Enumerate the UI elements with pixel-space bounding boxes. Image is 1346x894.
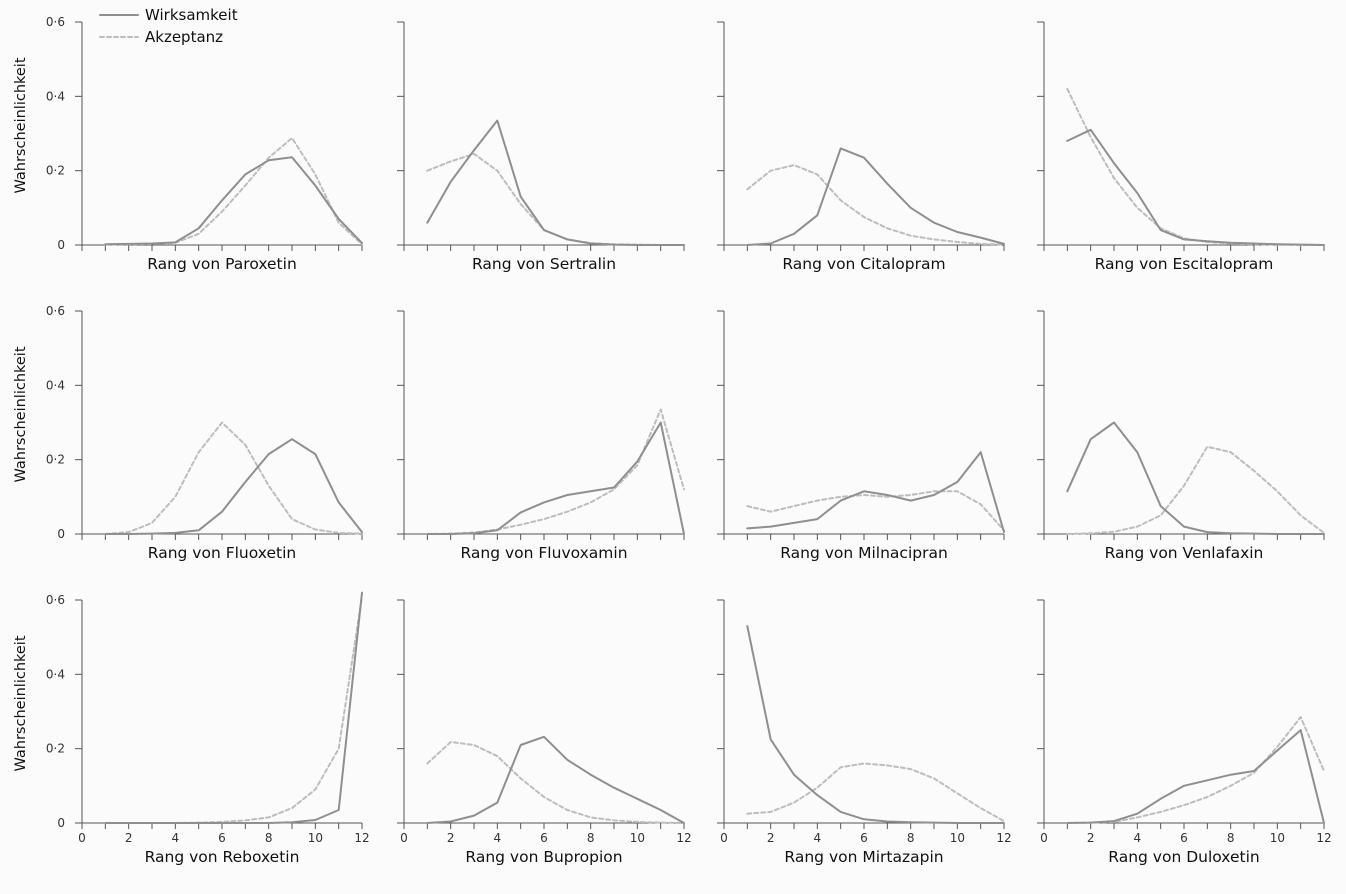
panel-7: Rang von Milnacipran [717, 310, 1005, 562]
x-tick-label: 10 [308, 831, 323, 845]
panel-3: Rang von Citalopram [717, 21, 1005, 273]
series-line-wirksamkeit [746, 147, 1005, 246]
x-tick-label: 6 [540, 831, 548, 845]
x-axis-label: Rang von Paroxetin [147, 255, 297, 273]
panel-5: 0 0·2 0·4 0·6 Rang von Fluoxetin Wahrscheinli… [13, 304, 363, 562]
x-tick-label: 2 [1087, 831, 1095, 845]
x-tick-label: 2 [125, 831, 133, 845]
x-tick-label: 12 [354, 831, 369, 845]
series-line-wirksamkeit [746, 451, 1005, 534]
y-tick-label: 0 [57, 238, 65, 252]
y-tick-label: 0·6 [46, 593, 65, 607]
series-line-wirksamkeit [1066, 421, 1325, 535]
x-axis-label: Rang von Milnacipran [780, 544, 948, 562]
y-axis-label: Wahrscheinlichkeit [13, 635, 29, 771]
series-line-wirksamkeit [746, 625, 1005, 824]
series-line-wirksamkeit [426, 735, 685, 824]
x-tick-label: 0 [1040, 831, 1048, 845]
legend-label-akzeptanz: Akzeptanz [145, 28, 223, 46]
x-axis-label: Rang von Venlafaxin [1105, 544, 1264, 562]
y-tick-label: 0·6 [46, 304, 65, 318]
x-tick-label: 0 [78, 831, 86, 845]
panel-2: Rang von Sertralin [397, 21, 685, 273]
x-tick-label: 10 [630, 831, 645, 845]
x-tick-label: 2 [447, 831, 455, 845]
x-axis-label: Rang von Mirtazapin [784, 848, 943, 866]
series-line-wirksamkeit [426, 119, 685, 246]
panel-8: Rang von Venlafaxin [1037, 310, 1325, 562]
panel-1: 0 0·2 0·4 0·6 Rang von Paroxetin Wahrscheinli… [13, 15, 363, 273]
series-line-akzeptanz [1066, 445, 1325, 535]
series-line-akzeptanz [426, 408, 685, 535]
legend-label-wirksamkeit: Wirksamkeit [145, 6, 238, 24]
series-line-akzeptanz [426, 741, 685, 824]
x-tick-label: 10 [950, 831, 965, 845]
series-line-wirksamkeit [1066, 729, 1325, 824]
x-tick-label: 8 [587, 831, 595, 845]
series-line-akzeptanz [104, 137, 363, 246]
series-line-akzeptanz [104, 421, 363, 535]
x-tick-label: 8 [1227, 831, 1235, 845]
x-tick-label: 10 [1270, 831, 1285, 845]
x-axis-label: Rang von Citalopram [782, 255, 945, 273]
series-line-wirksamkeit [104, 438, 363, 535]
x-tick-label: 0 [720, 831, 728, 845]
series-line-akzeptanz [746, 490, 1005, 532]
x-tick-label: 4 [1134, 831, 1142, 845]
panel-9: 0 0·2 0·4 0·6 0 2 4 6 8 10 12 Rang von Reboxetin Wah… [13, 591, 370, 866]
y-tick-label: 0·4 [46, 667, 65, 681]
series-line-akzeptanz [746, 762, 1005, 823]
y-axis-label: Wahrscheinlichkeit [13, 346, 29, 482]
series-line-akzeptanz [746, 164, 1005, 246]
y-tick-label: 0·2 [46, 453, 65, 467]
x-tick-label: 4 [172, 831, 180, 845]
panel-12: 0 2 4 6 8 10 12 Rang von Duloxetin [1037, 599, 1332, 866]
series-line-akzeptanz [104, 595, 363, 824]
y-tick-label: 0·4 [46, 89, 65, 103]
x-tick-label: 8 [907, 831, 915, 845]
x-axis-label: Rang von Sertralin [472, 255, 616, 273]
x-tick-label: 12 [996, 831, 1011, 845]
y-tick-label: 0 [57, 527, 65, 541]
series-line-wirksamkeit [104, 591, 363, 824]
x-axis-label: Rang von Escitalopram [1095, 255, 1274, 273]
x-axis-label: Rang von Fluoxetin [148, 544, 296, 562]
x-tick-label: 2 [767, 831, 775, 845]
x-tick-label: 6 [218, 831, 226, 845]
legend: Wirksamkeit Akzeptanz [99, 6, 238, 46]
panel-6: Rang von Fluvoxamin [397, 310, 685, 562]
series-line-wirksamkeit [1066, 128, 1325, 246]
panel-4: Rang von Escitalopram [1037, 21, 1325, 273]
series-line-akzeptanz [1066, 87, 1325, 246]
x-axis-label: Rang von Duloxetin [1108, 848, 1259, 866]
y-tick-label: 0·6 [46, 15, 65, 29]
series-line-wirksamkeit [104, 156, 363, 246]
x-tick-label: 0 [400, 831, 408, 845]
x-tick-label: 6 [1180, 831, 1188, 845]
panel-11: 0 2 4 6 8 10 12 Rang von Mirtazapin [717, 599, 1012, 866]
y-tick-label: 0·2 [46, 164, 65, 178]
series-line-wirksamkeit [426, 421, 685, 535]
y-tick-label: 0 [57, 816, 65, 830]
x-axis-label: Rang von Bupropion [465, 848, 622, 866]
x-tick-label: 6 [860, 831, 868, 845]
x-axis-label: Rang von Reboxetin [145, 848, 300, 866]
x-tick-label: 4 [814, 831, 822, 845]
series-line-akzeptanz [426, 152, 685, 246]
x-tick-label: 12 [676, 831, 691, 845]
x-tick-label: 4 [494, 831, 502, 845]
x-axis-label: Rang von Fluvoxamin [460, 544, 627, 562]
x-tick-label: 12 [1316, 831, 1331, 845]
y-tick-label: 0·2 [46, 742, 65, 756]
y-tick-label: 0·4 [46, 378, 65, 392]
panel-10: 0 2 4 6 8 10 12 Rang von Bupropion [397, 599, 692, 866]
x-tick-label: 8 [265, 831, 273, 845]
y-axis-label: Wahrscheinlichkeit [13, 57, 29, 193]
series-line-akzeptanz [1066, 716, 1325, 824]
